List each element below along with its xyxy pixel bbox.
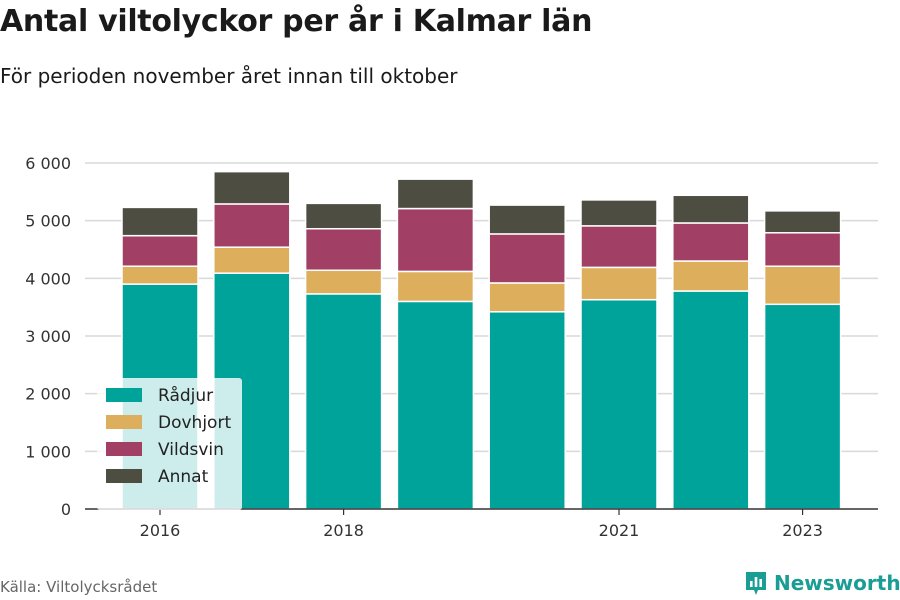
x-tick-label: 2016 [140,521,181,540]
bar-segment [580,298,658,510]
bar-segment [304,227,383,272]
chart-subtitle: För perioden november året innan till ok… [0,64,458,88]
legend-label: Vildsvin [158,440,224,460]
bar-segment [121,206,199,237]
bar-segment [488,282,566,313]
bar-segment [396,207,475,273]
brand: Newsworthy [744,570,900,596]
bar-segment [213,170,291,205]
x-axis: 2016 2018 2021 2023 [85,508,878,540]
bar-segment [580,266,658,301]
legend-label: Annat [158,467,209,487]
legend-label: Rådjur [158,385,213,406]
y-tick-label: 3 000 [25,327,71,346]
y-axis-ticks: 0 1 000 2 000 3 000 4 000 5 000 6 000 [25,154,71,519]
bar-segment [763,210,842,234]
bar-segment [488,233,566,284]
legend: Rådjur Dovhjort Vildsvin Annat [97,378,242,510]
x-tick-label: 2023 [782,521,823,540]
x-tick-label: 2018 [323,521,364,540]
y-tick-label: 0 [61,500,71,519]
bar-segment [763,232,842,267]
bar-segment [580,225,658,269]
legend-swatch [106,469,142,483]
chart-title: Antal viltolyckor per år i Kalmar län [0,4,593,39]
bar-segment [396,178,475,210]
bar-segment [488,311,566,510]
bar-segment [672,222,750,262]
source-note: Källa: Viltolycksrådet [0,578,158,596]
bar-segment [396,270,475,303]
bar-segment [580,199,658,227]
legend-label: Dovhjort [158,413,231,433]
x-tick-label: 2021 [599,521,640,540]
legend-swatch [106,388,142,402]
bar-segment [672,260,750,292]
bar-segment [763,265,842,306]
bar-segment [213,246,291,274]
bar-segment [672,290,750,510]
bar-segment [672,194,750,224]
bar-segment [121,265,199,285]
legend-swatch [106,415,142,429]
newsworthy-logo-icon [746,572,766,595]
bar-segment [304,293,383,510]
bar-segment [121,234,199,267]
bar-segment [488,204,566,235]
y-tick-label: 1 000 [25,442,71,461]
brand-name: Newsworthy [774,571,900,595]
y-tick-label: 2 000 [25,385,71,404]
bar-segment [396,300,475,510]
bar-segment [304,269,383,295]
y-tick-label: 5 000 [25,212,71,231]
bar-segment [304,202,383,230]
y-tick-label: 6 000 [25,154,71,173]
bar-segment [763,303,842,510]
bar-segment [213,203,291,248]
legend-swatch [106,442,142,456]
y-tick-label: 4 000 [25,269,71,288]
